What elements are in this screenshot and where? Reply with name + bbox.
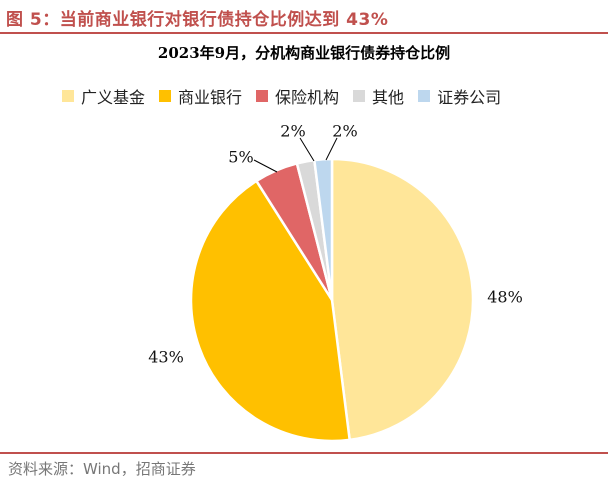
pie-slice-4 (313, 157, 334, 302)
legend-swatch-1 (159, 90, 172, 102)
data-label-1: 43% (148, 348, 184, 367)
legend-item-1: 商业银行 (159, 84, 242, 108)
leader-line-3 (299, 137, 315, 162)
legend-item-3: 其他 (353, 84, 404, 108)
legend-swatch-4 (418, 90, 431, 102)
chart-legend: 广义基金 商业银行 保险机构 其他 证券公司 (62, 84, 501, 108)
data-label-4: 2% (332, 122, 357, 141)
legend-item-0: 广义基金 (62, 84, 145, 108)
pie-chart: 48% 43% 5% 2% 2% (148, 122, 523, 443)
legend-label-4: 证券公司 (437, 88, 502, 107)
legend-swatch-2 (256, 90, 269, 102)
legend-label-0: 广义基金 (81, 88, 146, 107)
chart-area: 2023年9月，分机构商业银行债券持仓比例 广义基金 商业银行 保险机构 其他 … (0, 34, 608, 452)
leader-line-2 (253, 159, 278, 173)
legend-item-2: 保险机构 (256, 84, 339, 108)
figure-title: 图 5：当前商业银行对银行债持仓比例达到 43% (6, 10, 389, 30)
data-label-0: 48% (487, 288, 523, 307)
data-label-3: 2% (280, 122, 305, 141)
legend-label-3: 其他 (372, 88, 405, 107)
footer-rule (0, 452, 608, 454)
legend-item-4: 证券公司 (418, 84, 501, 108)
source-note: 资料来源：Wind，招商证券 (8, 460, 196, 478)
legend-swatch-3 (353, 90, 366, 102)
figure-header: 图 5：当前商业银行对银行债持仓比例达到 43% (0, 0, 608, 34)
data-label-2: 5% (228, 148, 253, 167)
legend-swatch-0 (62, 90, 74, 102)
pie-slice-0 (330, 157, 475, 442)
header-rule (0, 32, 608, 34)
chart-title: 2023年9月，分机构商业银行债券持仓比例 (157, 44, 451, 62)
legend-label-2: 保险机构 (275, 88, 340, 107)
leader-line-4 (325, 137, 338, 161)
pie-slice-1 (189, 179, 351, 443)
legend-label-1: 商业银行 (178, 88, 243, 107)
